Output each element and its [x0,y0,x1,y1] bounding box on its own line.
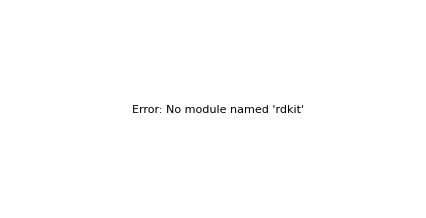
Text: Error: No module named 'rdkit': Error: No module named 'rdkit' [132,105,305,115]
